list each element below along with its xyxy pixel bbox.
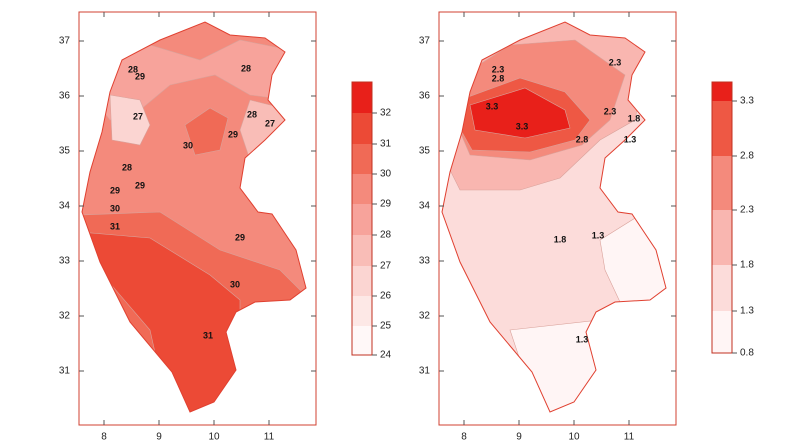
y-tick-label: 35 [419, 146, 431, 157]
y-tick-label: 33 [59, 256, 71, 267]
contour-label: 1.8 [554, 234, 567, 244]
colorbar-band [352, 296, 372, 326]
colorbar-label: 27 [380, 261, 392, 272]
contour-label: 31 [203, 330, 213, 340]
colorbar-label: 1.3 [740, 306, 754, 317]
contour-region [469, 87, 571, 139]
contour-region [184, 107, 229, 156]
country-outline [441, 21, 667, 413]
colorbar-band [712, 156, 732, 210]
contour-label: 28 [122, 162, 132, 172]
y-tick-label: 34 [59, 201, 71, 212]
colorbar-band [352, 174, 372, 204]
contour-label: 27 [265, 118, 275, 128]
colorbar-band [352, 204, 372, 235]
contour-label: 31 [110, 221, 120, 231]
colorbar-band [352, 82, 372, 113]
colorbar-band [352, 113, 372, 144]
contour-label: 30 [183, 140, 193, 150]
colorbar-label: 1.8 [740, 260, 754, 271]
y-tick-label: 32 [59, 311, 71, 322]
y-tick-label: 37 [419, 36, 431, 47]
contour-label: 1.3 [592, 230, 605, 240]
colorbar-label: 31 [380, 139, 392, 150]
contour-label: 29 [228, 129, 238, 139]
contour-label: 3.3 [516, 121, 529, 131]
x-tick-label: 11 [624, 432, 635, 443]
colorbar-label: 32 [380, 108, 392, 119]
colorbar-label: 3.3 [740, 96, 754, 107]
y-tick-label: 36 [59, 91, 71, 102]
contour-label: 1.8 [628, 113, 641, 123]
y-tick-label: 33 [419, 256, 431, 267]
contour-label: 28 [241, 63, 251, 73]
x-tick-label: 10 [208, 432, 220, 443]
country-outline [81, 21, 307, 413]
contour-label: 2.3 [492, 64, 505, 74]
contour-label: 2.8 [492, 73, 505, 83]
colorbar-frame [711, 81, 733, 354]
contour-label: 29 [110, 185, 120, 195]
x-tick-label: 8 [101, 432, 107, 443]
y-tick-label: 37 [59, 36, 71, 47]
contour-label: 30 [110, 203, 120, 213]
colorbar-label: 30 [380, 169, 392, 180]
colorbar-band [712, 82, 732, 101]
contour-label: 29 [235, 232, 245, 242]
colorbar-label: 2.8 [740, 151, 754, 162]
x-tick-label: 11 [264, 432, 275, 443]
contour-label: 28 [128, 64, 138, 74]
contour-region [109, 94, 151, 146]
colorbar-band [712, 311, 732, 353]
colorbar-band [352, 266, 372, 296]
colorbar-label: 2.3 [740, 205, 754, 216]
contour-label: 28 [247, 109, 257, 119]
y-tick-label: 32 [419, 311, 431, 322]
colorbar-label: 29 [380, 199, 392, 210]
y-tick-label: 31 [59, 366, 71, 377]
colorbar-label: 28 [380, 230, 392, 241]
colorbar-band [712, 101, 732, 156]
colorbar-band [352, 235, 372, 266]
y-tick-label: 34 [419, 201, 431, 212]
y-tick-label: 35 [59, 146, 71, 157]
x-tick-label: 8 [461, 432, 467, 443]
contour-label: 30 [230, 279, 240, 289]
contour-label: 29 [135, 180, 145, 190]
y-tick-label: 31 [419, 366, 431, 377]
contour-label: 29 [135, 71, 145, 81]
colorbar-band [352, 326, 372, 355]
x-tick-label: 9 [516, 432, 522, 443]
colorbar-label: 25 [380, 321, 392, 332]
y-tick-label: 36 [419, 91, 431, 102]
colorbar-band [712, 265, 732, 311]
colorbar-label: 26 [380, 291, 392, 302]
x-tick-label: 9 [156, 432, 162, 443]
contour-label: 3.3 [486, 101, 499, 111]
contour-label: 27 [133, 111, 143, 121]
contour-label: 2.3 [604, 106, 617, 116]
x-tick-label: 10 [568, 432, 580, 443]
contour-label: 2.3 [609, 57, 622, 67]
colorbar-label: 24 [380, 350, 392, 361]
contour-label: 1.3 [624, 134, 637, 144]
colorbar-label: 0.8 [740, 348, 754, 359]
contour-label: 1.3 [576, 334, 589, 344]
colorbar-frame [351, 81, 373, 356]
colorbar-band [712, 210, 732, 265]
colorbar-band [352, 144, 372, 174]
contour-label: 2.8 [576, 134, 589, 144]
